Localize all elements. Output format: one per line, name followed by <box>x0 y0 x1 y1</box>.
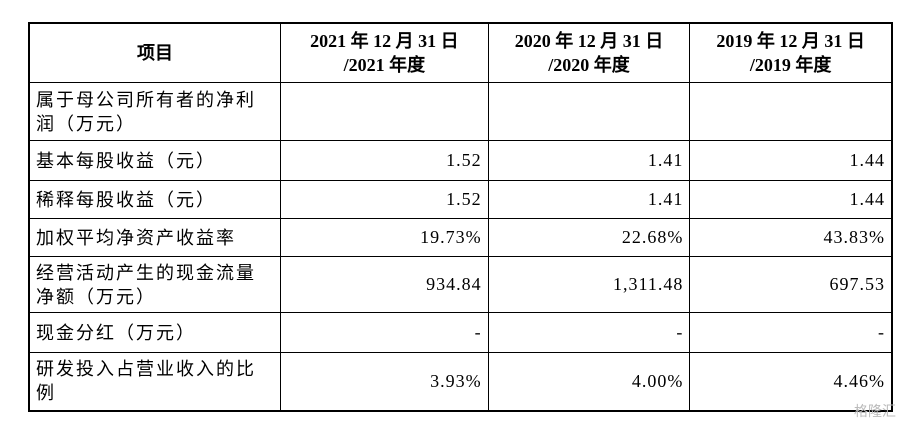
value-cell: 4.46% <box>689 352 893 411</box>
value-cell: 1.52 <box>280 140 489 181</box>
value-cell: 1.41 <box>487 180 691 219</box>
value-cell: 1,311.48 <box>487 256 691 313</box>
value-cell: - <box>280 312 489 353</box>
header-line: /2020 年度 <box>548 55 630 75</box>
header-cell: 2021 年 12 月 31 日/2021 年度 <box>280 22 489 83</box>
value-cell: 19.73% <box>280 218 489 257</box>
header-cell: 2020 年 12 月 31 日/2020 年度 <box>487 22 691 83</box>
header-line: /2021 年度 <box>343 55 426 75</box>
value-cell: - <box>487 312 691 353</box>
table-row: 经营活动产生的现金流量净额（万元） 934.84 1,311.48 697.53 <box>28 256 893 313</box>
value-cell: 3.93% <box>280 352 489 411</box>
table-row: 加权平均净资产收益率 19.73% 22.68% 43.83% <box>28 218 893 257</box>
empty-cell <box>280 82 489 141</box>
row-label: 基本每股收益（元） <box>28 140 282 181</box>
row-label: 稀释每股收益（元） <box>28 180 282 219</box>
table-row: 研发投入占营业收入的比例 3.93% 4.00% 4.46% <box>28 352 893 411</box>
header-row: 项目 2021 年 12 月 31 日/2021 年度 2020 年 12 月 31… <box>28 22 893 83</box>
row-label: 经营活动产生的现金流量净额（万元） <box>28 256 282 313</box>
header-line: 2019 年 12 月 31 日 <box>716 31 865 51</box>
value-cell: 1.44 <box>689 140 893 181</box>
empty-cell <box>487 82 691 141</box>
value-cell: 1.44 <box>689 180 893 219</box>
header-line: 2021 年 12 月 31 日 <box>310 31 459 51</box>
table-row: 基本每股收益（元） 1.52 1.41 1.44 <box>28 140 893 181</box>
empty-cell <box>689 82 893 141</box>
value-cell: 697.53 <box>689 256 893 313</box>
value-cell: 1.52 <box>280 180 489 219</box>
watermark: 格隆汇 <box>854 404 896 420</box>
table-row: 属于母公司所有者的净利润（万元） <box>28 82 893 141</box>
row-label: 研发投入占营业收入的比例 <box>28 352 282 411</box>
data-table: 项目 2021 年 12 月 31 日/2021 年度 2020 年 12 月 31… <box>28 22 893 412</box>
header-line: 2020 年 12 月 31 日 <box>514 31 664 51</box>
table-row: 现金分红（万元） - - - <box>28 312 893 353</box>
value-cell: 934.84 <box>280 256 489 313</box>
value-cell: - <box>689 312 893 353</box>
row-label: 属于母公司所有者的净利润（万元） <box>28 82 282 141</box>
value-cell: 22.68% <box>487 218 691 257</box>
header-line: /2019 年度 <box>749 55 832 75</box>
header-cell: 2019 年 12 月 31 日/2019 年度 <box>689 22 893 83</box>
header-cell: 项目 <box>28 22 282 83</box>
table-row: 稀释每股收益（元） 1.52 1.41 1.44 <box>28 180 893 219</box>
value-cell: 4.00% <box>487 352 691 411</box>
row-label: 现金分红（万元） <box>28 312 282 353</box>
row-label: 加权平均净资产收益率 <box>28 218 282 257</box>
value-cell: 1.41 <box>487 140 691 181</box>
value-cell: 43.83% <box>689 218 893 257</box>
